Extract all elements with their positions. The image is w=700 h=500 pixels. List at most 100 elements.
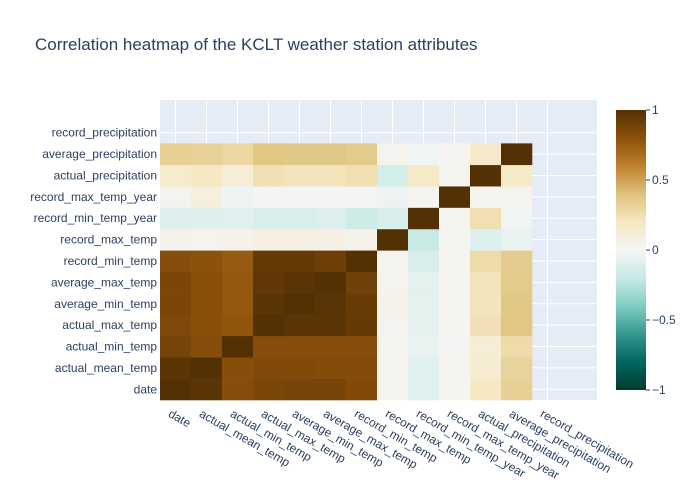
- heatmap-cell: [377, 314, 409, 337]
- heatmap-cell: [470, 271, 502, 294]
- heatmap-cell: [470, 378, 502, 401]
- heatmap-cell: [346, 228, 378, 251]
- heatmap-cell: [284, 250, 316, 272]
- heatmap-cell: [377, 228, 409, 251]
- heatmap-cell: [191, 164, 223, 187]
- heatmap-cell: [470, 314, 502, 337]
- heatmap-cell: [346, 378, 378, 401]
- heatmap-cell: [470, 228, 502, 251]
- heatmap-cell: [222, 357, 254, 379]
- heatmap-cell: [191, 357, 223, 379]
- heatmap-cell: [191, 228, 223, 251]
- heatmap-cell: [315, 271, 347, 294]
- y-tick-label: record_max_temp: [60, 233, 157, 247]
- heatmap-cell: [439, 293, 471, 315]
- colorbar-tick-label: −1: [652, 383, 666, 397]
- heatmap-cell: [408, 271, 440, 294]
- heatmap-cell: [160, 250, 192, 272]
- heatmap-cell: [160, 207, 192, 230]
- heatmap-cell: [160, 335, 192, 358]
- heatmap-cell: [191, 293, 223, 315]
- x-tick-label: date: [166, 406, 194, 430]
- heatmap-cell: [501, 186, 533, 208]
- heatmap-cell: [315, 357, 347, 379]
- heatmap-cell: [346, 186, 378, 208]
- heatmap-cell: [439, 186, 471, 208]
- heatmap-cell: [470, 164, 502, 187]
- heatmap-cell: [501, 271, 533, 294]
- heatmap-cell: [191, 143, 223, 166]
- heatmap-cell: [160, 164, 192, 187]
- y-tick-label: average_min_temp: [54, 297, 157, 311]
- colorbar: [616, 110, 646, 390]
- colorbar-tick-label: −0.5: [652, 313, 676, 327]
- heatmap-cell: [439, 335, 471, 358]
- heatmap-cell: [501, 143, 533, 166]
- heatmap-cell: [470, 186, 502, 208]
- heatmap-cell: [222, 314, 254, 337]
- heatmap-cell: [346, 335, 378, 358]
- heatmap-cell: [408, 357, 440, 379]
- heatmap-cell: [160, 186, 192, 208]
- heatmap-cell: [439, 357, 471, 379]
- colorbar-tick-label: 0.5: [652, 173, 669, 187]
- heatmap-cell: [315, 250, 347, 272]
- heatmap-cell: [160, 143, 192, 166]
- heatmap-cell: [315, 335, 347, 358]
- heatmap-cell: [253, 293, 285, 315]
- y-tick-label: record_min_temp_year: [34, 211, 157, 225]
- heatmap-cell: [501, 228, 533, 251]
- heatmap-cell: [253, 357, 285, 379]
- heatmap-cell: [408, 250, 440, 272]
- y-tick-label: record_precipitation: [52, 126, 157, 140]
- heatmap-cell: [160, 271, 192, 294]
- heatmap-cell: [439, 250, 471, 272]
- y-tick-label: record_min_temp: [64, 254, 158, 268]
- heatmap-cell: [284, 357, 316, 379]
- heatmap-cell: [160, 378, 192, 401]
- y-tick-label: date: [134, 382, 158, 396]
- heatmap-cell: [284, 293, 316, 315]
- heatmap-cell: [377, 250, 409, 272]
- heatmap-cell: [284, 164, 316, 187]
- heatmap-cell: [284, 271, 316, 294]
- heatmap-cell: [346, 357, 378, 379]
- heatmap-cell: [253, 164, 285, 187]
- heatmap-cell: [284, 335, 316, 358]
- y-tick-label: average_precipitation: [42, 147, 157, 161]
- colorbar-tick-labels: 1 0.5 0 −0.5 −1: [646, 103, 676, 397]
- heatmap-cell: [408, 207, 440, 230]
- heatmap-cell: [191, 250, 223, 272]
- heatmap-cell: [284, 186, 316, 208]
- heatmap-cell: [315, 293, 347, 315]
- heatmap-cell: [346, 314, 378, 337]
- y-axis-tick-labels: date actual_mean_temp actual_min_temp actua…: [30, 126, 157, 397]
- heatmap-cell: [346, 143, 378, 166]
- heatmap-cell: [284, 314, 316, 337]
- heatmap-cell: [253, 314, 285, 337]
- heatmap-cell: [408, 228, 440, 251]
- heatmap-cell: [222, 335, 254, 358]
- heatmap-cell: [315, 314, 347, 337]
- heatmap-cell: [377, 186, 409, 208]
- heatmap-cell: [439, 143, 471, 166]
- heatmap-cell: [501, 357, 533, 379]
- heatmap-cell: [284, 378, 316, 401]
- heatmap-cell: [501, 207, 533, 230]
- heatmap-cell: [191, 378, 223, 401]
- y-tick-label: average_max_temp: [51, 275, 157, 289]
- heatmap-cell: [315, 207, 347, 230]
- heatmap-cell: [191, 271, 223, 294]
- x-axis-tick-labels: date actual_mean_tempactual_min_tempactua…: [166, 406, 636, 481]
- chart-title: Correlation heatmap of the KCLT weather …: [35, 35, 478, 54]
- heatmap-cell: [253, 186, 285, 208]
- heatmap-cell: [253, 378, 285, 401]
- heatmap-cell: [346, 271, 378, 294]
- heatmap-cell: [408, 186, 440, 208]
- heatmap-cell: [191, 207, 223, 230]
- heatmap-cell: [439, 207, 471, 230]
- heatmap-cell: [377, 293, 409, 315]
- heatmap-cell: [377, 164, 409, 187]
- heatmap-cell: [222, 186, 254, 208]
